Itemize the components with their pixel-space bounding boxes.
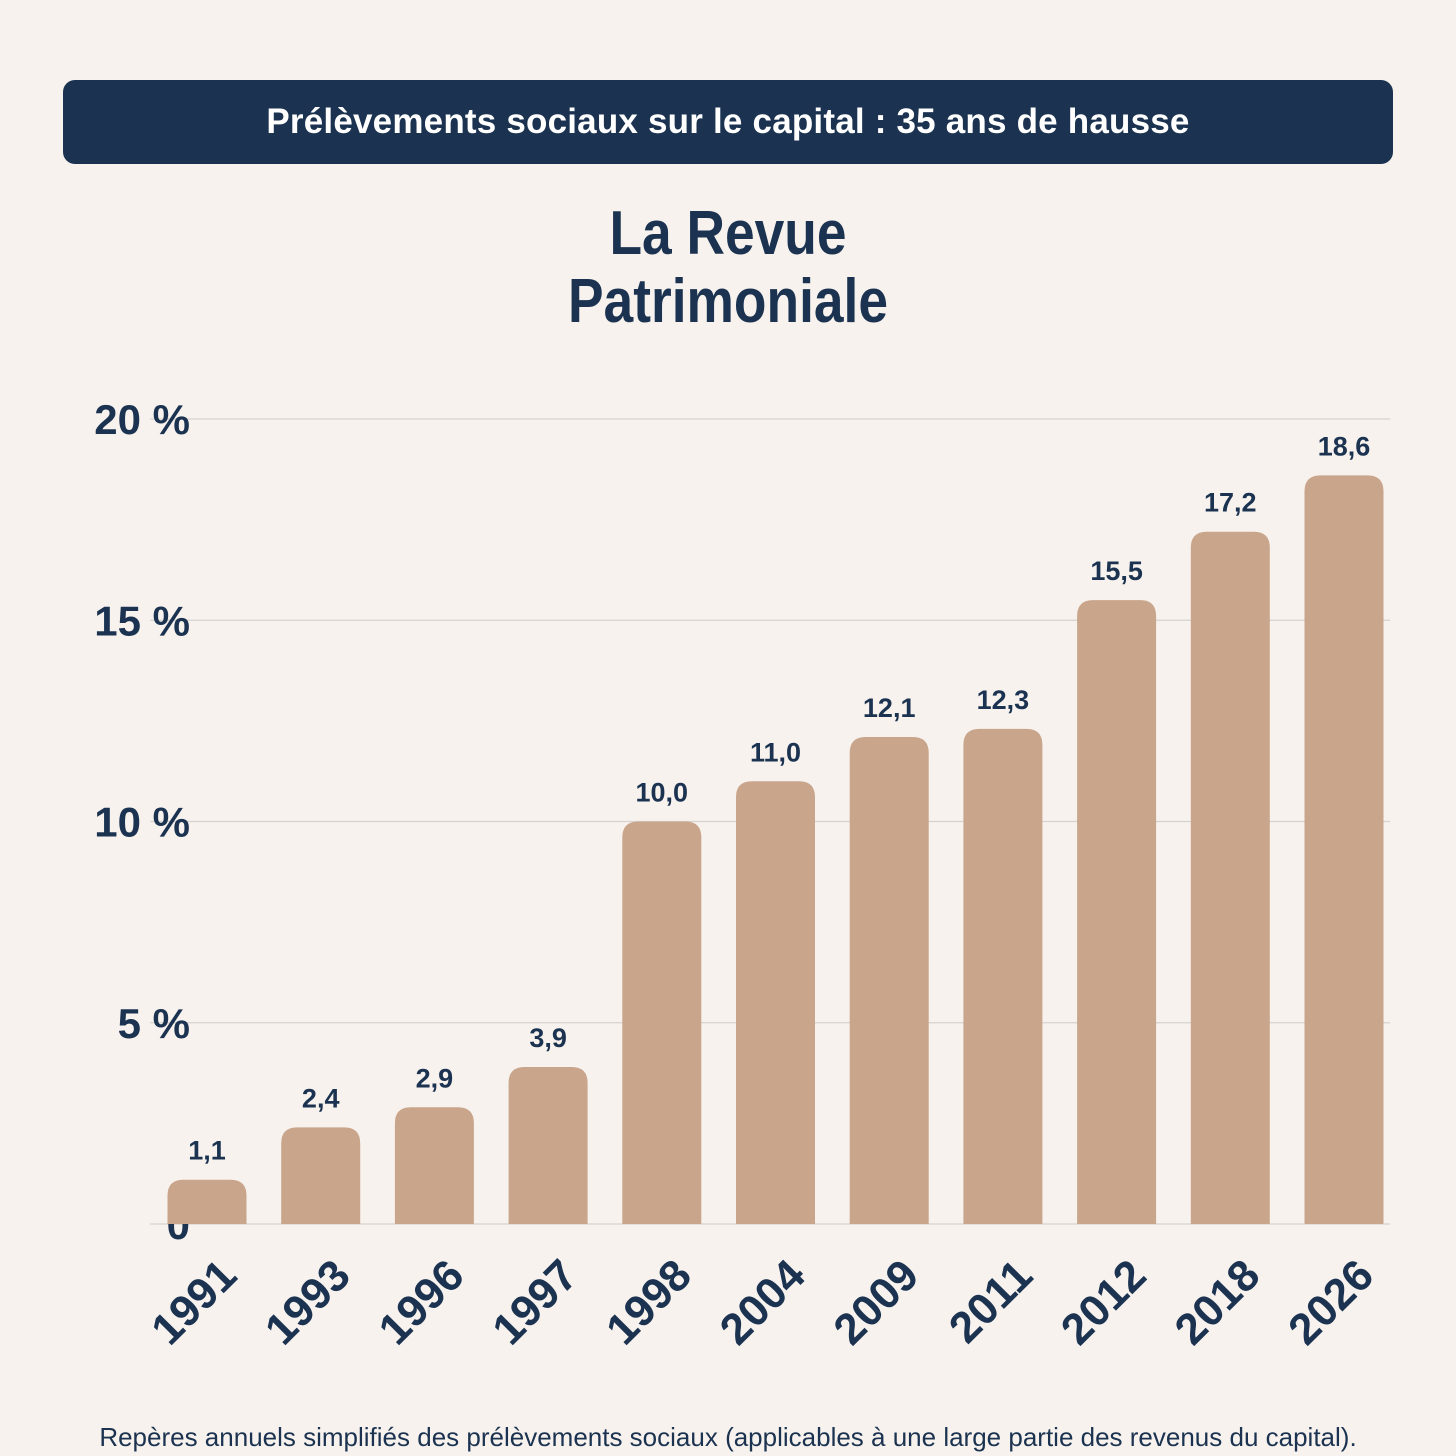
bar-1993	[281, 1127, 361, 1224]
bar-2026	[1304, 475, 1384, 1225]
x-tick-label-2011: 2011	[940, 1250, 1042, 1352]
title-banner: Prélèvements sociaux sur le capital : 35…	[63, 80, 1393, 164]
data-label-1993: 2,4	[302, 1083, 340, 1113]
x-tick-label-1997: 1997	[483, 1250, 587, 1354]
x-tick-label-2004: 2004	[711, 1250, 815, 1354]
brand-line-2: Patrimoniale	[567, 267, 889, 336]
bar-1998	[622, 821, 702, 1224]
brand-logo: La Revue Patrimoniale	[102, 200, 1354, 336]
brand-line-1: La Revue	[609, 199, 847, 268]
bar-2018	[1190, 531, 1270, 1224]
data-label-2011: 12,3	[977, 685, 1030, 715]
y-tick-label: 5 %	[118, 1000, 190, 1047]
data-label-1997: 3,9	[529, 1023, 567, 1053]
x-tick-label-2012: 2012	[1052, 1250, 1156, 1354]
x-axis: 1991 1993 1996 1997 1998 2004 2009 2011 2012 2018…	[142, 1250, 1383, 1354]
data-label-1996: 2,9	[416, 1063, 454, 1093]
x-tick-label-1991: 1991	[142, 1250, 246, 1354]
data-label-2004: 11,0	[750, 737, 801, 767]
y-tick-label: 20 %	[94, 396, 190, 443]
y-axis: 05 %10 %15 %20 %	[94, 396, 190, 1248]
x-tick-label-1998: 1998	[597, 1250, 701, 1354]
data-label-1998: 10,0	[636, 778, 689, 808]
data-label-2026: 18,6	[1318, 431, 1371, 461]
y-tick-label: 10 %	[94, 799, 190, 846]
data-label-2009: 12,1	[863, 693, 916, 723]
data-label-2012: 15,5	[1090, 556, 1143, 586]
x-tick-label-2009: 2009	[824, 1250, 928, 1354]
x-tick-label-1993: 1993	[256, 1250, 360, 1354]
x-tick-label-2018: 2018	[1166, 1250, 1270, 1354]
data-labels: 1,1 2,4 2,9 3,9 10,0 11,0 12,1 12,3 15,5 17,2 18,6	[188, 431, 1370, 1165]
bar-2009	[849, 736, 929, 1224]
data-label-2018: 17,2	[1204, 488, 1257, 518]
data-label-1991: 1,1	[188, 1136, 226, 1166]
bar-1991	[167, 1179, 247, 1224]
x-tick-label-2026: 2026	[1279, 1250, 1383, 1354]
bar-2011	[963, 728, 1043, 1224]
bar-2004	[736, 781, 815, 1224]
bars	[167, 475, 1384, 1225]
y-tick-label: 15 %	[94, 597, 190, 644]
bar-2012	[1077, 600, 1157, 1224]
footnote: Repères annuels simplifiés des prélèveme…	[99, 1422, 1357, 1452]
bar-1997	[508, 1067, 588, 1224]
bar-1996	[394, 1107, 474, 1224]
x-tick-label-1996: 1996	[370, 1250, 474, 1354]
chart-title: Prélèvements sociaux sur le capital : 35…	[266, 102, 1190, 141]
